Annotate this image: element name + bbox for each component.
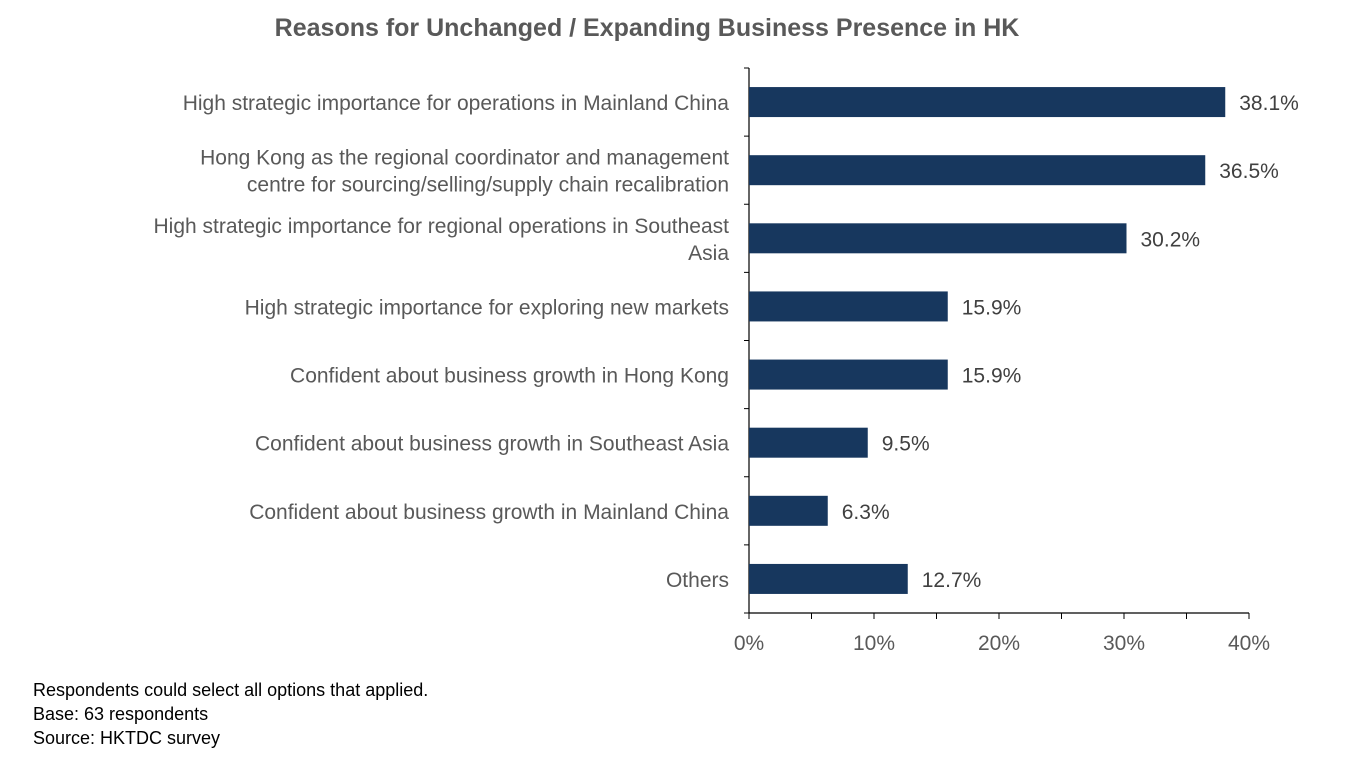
x-tick-label: 40% <box>1228 632 1270 655</box>
x-tick-label: 20% <box>978 632 1020 655</box>
footnote-source: Source: HKTDC survey <box>33 728 221 748</box>
category-label: High strategic importance for regional o… <box>154 215 730 238</box>
footnote-base: Base: 63 respondents <box>33 704 209 724</box>
category-label: Hong Kong as the regional coordinator an… <box>200 147 729 170</box>
category-label: Confident about business growth in Mainl… <box>249 501 729 524</box>
bar <box>749 155 1206 186</box>
x-tick-label: 10% <box>853 632 895 655</box>
x-tick-label: 0% <box>734 632 764 655</box>
category-label: High strategic importance for exploring … <box>245 296 729 319</box>
category-label: centre for sourcing/selling/supply chain… <box>247 174 729 197</box>
data-label: 15.9% <box>962 365 1022 388</box>
data-label: 6.3% <box>842 501 890 524</box>
category-label: Confident about business growth in Hong … <box>290 365 729 388</box>
bar <box>749 359 948 390</box>
data-label: 30.2% <box>1141 228 1201 251</box>
bar <box>749 87 1226 118</box>
x-tick-label: 30% <box>1103 632 1145 655</box>
footnotes: Respondents could select all options tha… <box>33 678 428 750</box>
bar <box>749 223 1127 254</box>
chart-title: Reasons for Unchanged / Expanding Busine… <box>274 14 1020 42</box>
data-label: 12.7% <box>922 569 982 592</box>
data-label: 38.1% <box>1239 92 1299 115</box>
data-label: 9.5% <box>882 433 930 456</box>
data-label: 15.9% <box>962 296 1022 319</box>
bar <box>749 427 868 458</box>
bar <box>749 495 828 526</box>
category-label: Others <box>666 569 729 592</box>
bar <box>749 563 908 594</box>
category-label: Confident about business growth in South… <box>255 433 729 456</box>
category-label: High strategic importance for operations… <box>183 92 730 115</box>
data-label: 36.5% <box>1219 160 1279 183</box>
bar <box>749 291 948 322</box>
category-label: Asia <box>688 242 729 265</box>
footnote-selection: Respondents could select all options tha… <box>33 680 429 700</box>
